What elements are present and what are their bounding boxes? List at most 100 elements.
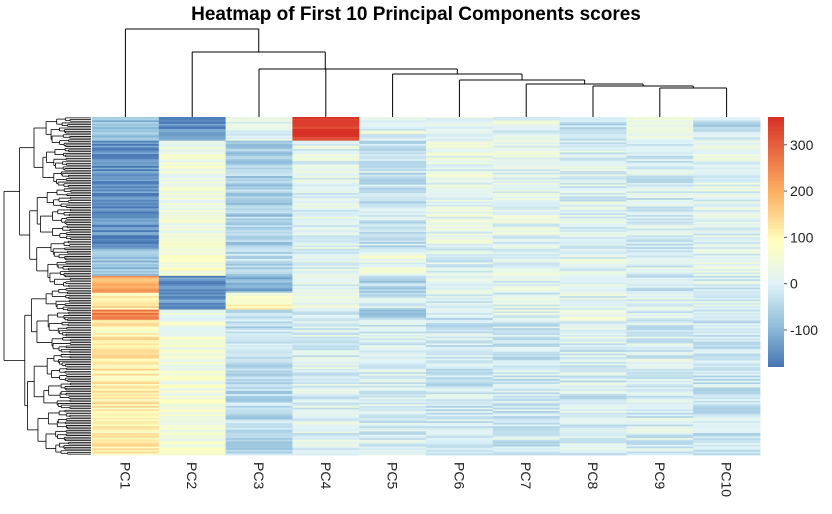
heatmap-cell xyxy=(158,421,226,424)
heatmap-cell xyxy=(492,384,560,387)
heatmap-cell xyxy=(225,431,293,434)
heatmap-cell xyxy=(426,280,494,284)
heatmap-cell xyxy=(92,338,160,341)
heatmap-cell xyxy=(426,189,494,192)
heatmap-cell xyxy=(426,302,494,305)
heatmap-cell xyxy=(292,247,360,250)
heatmap-cell xyxy=(92,164,160,167)
heatmap-cell xyxy=(559,301,627,304)
heatmap-cell xyxy=(225,218,293,221)
heatmap-cell xyxy=(292,292,360,295)
heatmap-cell xyxy=(693,140,761,143)
heatmap-cell xyxy=(359,181,427,184)
legend-tick-label: 300 xyxy=(790,137,814,153)
heatmap-cell xyxy=(225,150,293,153)
heatmap-cell xyxy=(492,174,560,177)
heatmap-cell xyxy=(225,245,293,248)
heatmap-cell xyxy=(492,307,560,311)
heatmap-cell xyxy=(693,441,761,444)
heatmap-cell xyxy=(492,240,560,243)
heatmap-cell xyxy=(92,448,160,451)
heatmap-cell xyxy=(426,230,494,233)
heatmap-cell xyxy=(492,289,560,292)
heatmap-cell xyxy=(225,255,293,258)
heatmap-cell xyxy=(426,409,494,412)
heatmap-cell xyxy=(693,213,761,216)
heatmap-cell xyxy=(559,387,627,390)
heatmap-cell xyxy=(559,194,627,197)
heatmap-cell xyxy=(492,417,560,420)
heatmap-cell xyxy=(292,443,360,446)
legend-tick-label: 0 xyxy=(790,276,798,292)
heatmap-cell xyxy=(693,253,761,256)
heatmap-cell xyxy=(559,120,627,123)
heatmap-cell xyxy=(626,404,694,407)
heatmap-cell xyxy=(492,358,560,361)
heatmap-cell xyxy=(559,265,627,268)
heatmap-cell xyxy=(292,350,360,353)
heatmap-cell xyxy=(292,233,360,236)
heatmap-cell xyxy=(426,282,494,285)
heatmap-cell xyxy=(92,118,160,121)
heatmap-cell xyxy=(292,284,360,287)
heatmap-cell xyxy=(92,387,160,390)
heatmap-cell xyxy=(693,145,761,148)
heatmap-cell xyxy=(225,416,293,419)
heatmap-cell xyxy=(626,392,694,395)
heatmap-cell xyxy=(225,294,293,297)
heatmap-cell xyxy=(158,270,226,273)
heatmap-cell xyxy=(359,309,427,312)
heatmap-cell xyxy=(225,314,293,317)
heatmap-cell xyxy=(559,215,627,218)
heatmap-cell xyxy=(492,400,560,404)
heatmap-cell xyxy=(426,120,494,123)
heatmap-cell xyxy=(693,439,761,442)
heatmap-cell xyxy=(492,272,560,275)
heatmap-cell xyxy=(359,125,427,128)
heatmap-cell xyxy=(158,390,226,393)
heatmap-cell xyxy=(559,252,627,255)
heatmap-cell xyxy=(359,346,427,349)
heatmap-cell xyxy=(292,152,360,155)
heatmap-cell xyxy=(559,187,627,191)
heatmap-cell xyxy=(158,414,226,417)
heatmap-cell xyxy=(359,392,427,395)
heatmap-cell xyxy=(492,123,560,126)
heatmap-cell xyxy=(225,252,293,255)
heatmap-cell xyxy=(292,274,360,277)
heatmap-cell xyxy=(693,335,761,338)
heatmap-cell xyxy=(158,122,226,125)
heatmap-cell xyxy=(92,225,160,228)
heatmap-cell xyxy=(292,286,360,289)
heatmap-cell xyxy=(158,181,226,184)
heatmap-cell xyxy=(292,265,360,268)
heatmap-cell xyxy=(158,448,226,451)
heatmap-cell xyxy=(559,350,627,353)
heatmap-cell xyxy=(292,181,360,184)
heatmap-cell xyxy=(693,243,761,246)
heatmap-cell xyxy=(426,341,494,344)
heatmap-cell xyxy=(359,184,427,187)
heatmap-cell xyxy=(292,193,360,196)
heatmap-cell xyxy=(292,370,360,373)
heatmap-cell xyxy=(559,245,627,248)
heatmap-cell xyxy=(626,373,694,376)
heatmap-cell xyxy=(492,443,560,446)
heatmap-cell xyxy=(359,448,427,451)
heatmap-cell xyxy=(225,395,293,398)
heatmap-cell xyxy=(492,204,560,207)
heatmap-cell xyxy=(359,439,427,442)
heatmap-cell xyxy=(359,199,427,202)
heatmap-cell xyxy=(92,235,160,238)
heatmap-cell xyxy=(292,127,360,130)
heatmap-cell xyxy=(492,378,560,382)
heatmap-cell xyxy=(559,436,627,439)
heatmap-cell xyxy=(559,253,627,256)
heatmap-cell xyxy=(292,282,360,285)
heatmap-cell xyxy=(426,377,494,380)
heatmap-cell xyxy=(92,340,160,343)
heatmap-cell xyxy=(92,419,160,422)
heatmap-cell xyxy=(426,211,494,214)
heatmap-cell xyxy=(626,367,694,370)
legend-tick-label: 200 xyxy=(790,183,814,199)
